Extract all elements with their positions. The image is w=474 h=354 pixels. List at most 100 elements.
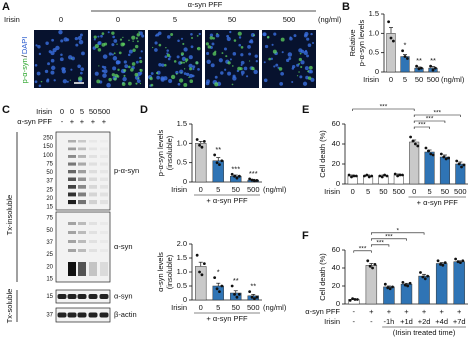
nucleus	[186, 72, 190, 77]
data-point	[195, 253, 199, 257]
inclusion	[212, 52, 217, 56]
x-tick-label: 0	[389, 75, 393, 84]
inclusion	[93, 35, 97, 39]
inclusion	[135, 37, 138, 40]
band-label: α-syn	[114, 291, 133, 300]
marker-label: 100	[43, 153, 54, 159]
band	[89, 162, 97, 166]
nucleus	[168, 79, 173, 84]
data-point	[426, 274, 430, 278]
nucleus	[270, 57, 273, 61]
nucleus	[312, 41, 315, 44]
inclusion	[139, 82, 142, 85]
nucleus	[78, 39, 84, 45]
bracket	[413, 126, 430, 129]
inclusion	[253, 68, 255, 71]
band	[78, 162, 86, 166]
x-tick-label: 0	[199, 185, 203, 194]
marker-label: 75	[46, 161, 53, 167]
data-point	[213, 153, 217, 157]
nucleus	[183, 72, 187, 76]
significance: **	[430, 56, 436, 65]
marker-label: 25	[46, 252, 53, 258]
nucleus	[156, 33, 160, 37]
nucleus	[166, 35, 171, 39]
nucleus	[192, 65, 196, 69]
nucleus	[80, 71, 83, 75]
nucleus	[238, 36, 242, 39]
band	[78, 185, 86, 189]
y-tick-label: 60	[332, 119, 340, 128]
nucleus	[280, 71, 284, 76]
inclusion	[40, 80, 43, 83]
band	[100, 170, 108, 174]
data-point	[436, 259, 440, 263]
data-point	[429, 152, 433, 156]
inclusion	[296, 75, 299, 77]
x-tick-label: 0	[351, 187, 355, 196]
data-point	[198, 143, 201, 147]
inclusion	[280, 37, 285, 42]
inclusion	[136, 33, 140, 37]
band	[77, 294, 87, 299]
panel-label: B	[342, 1, 350, 13]
nucleus	[37, 45, 41, 49]
data-point	[350, 175, 353, 179]
nucleus	[209, 33, 214, 37]
marker-label: 37	[46, 179, 53, 185]
bar	[409, 141, 420, 185]
nucleus	[273, 32, 277, 36]
y-tick-label: 1.0	[177, 267, 187, 276]
nucleus	[51, 65, 56, 71]
nucleus	[63, 37, 68, 42]
bracket-label: ***	[376, 240, 384, 247]
y-tick-label: 1.5	[369, 9, 379, 18]
nucleus	[136, 79, 141, 84]
y-axis-label: (insoluble)	[165, 135, 174, 170]
nucleus	[38, 84, 42, 88]
nucleus	[123, 60, 127, 64]
y-tick-label: 40	[332, 263, 340, 272]
x-tick-label: +	[387, 307, 392, 316]
y-tick-label: 0	[183, 177, 187, 186]
inclusion	[139, 68, 143, 72]
marker-label: 75	[46, 216, 53, 222]
marker-label: 50	[46, 228, 53, 234]
nucleus	[206, 51, 210, 55]
data-point	[421, 275, 425, 279]
inclusion	[300, 66, 303, 69]
nucleus	[289, 37, 293, 41]
panel-label: E	[302, 104, 309, 116]
inclusion	[165, 46, 167, 49]
nucleus	[247, 44, 251, 49]
nucleus	[35, 44, 38, 47]
inclusion	[128, 65, 131, 69]
data-point	[250, 178, 254, 182]
y-tick-label: 0	[336, 179, 340, 188]
nucleus	[156, 75, 161, 80]
y-axis-label: p-α-syn levels	[357, 20, 366, 67]
nucleus	[248, 52, 252, 56]
nucleus	[112, 66, 117, 71]
data-point	[200, 145, 204, 149]
data-point	[388, 287, 392, 291]
nucleus	[59, 57, 64, 62]
nucleus	[298, 48, 303, 53]
x-tick-label: 500	[454, 187, 467, 196]
marker-label: 25	[46, 187, 53, 193]
x-tick-label: 5	[216, 185, 220, 194]
inclusion	[94, 44, 99, 49]
dose-label: 0	[59, 15, 63, 24]
nucleus	[218, 58, 223, 63]
bracket	[352, 108, 415, 111]
bracket-label: ***	[433, 110, 441, 117]
nucleus	[304, 66, 309, 71]
data-point	[347, 173, 351, 177]
x-axis-label: Irisin	[171, 303, 187, 312]
nucleus	[250, 40, 254, 44]
nucleus	[158, 63, 162, 67]
nucleus	[286, 58, 290, 63]
data-point	[441, 263, 445, 267]
bracket	[413, 114, 461, 117]
nucleus	[206, 59, 211, 64]
